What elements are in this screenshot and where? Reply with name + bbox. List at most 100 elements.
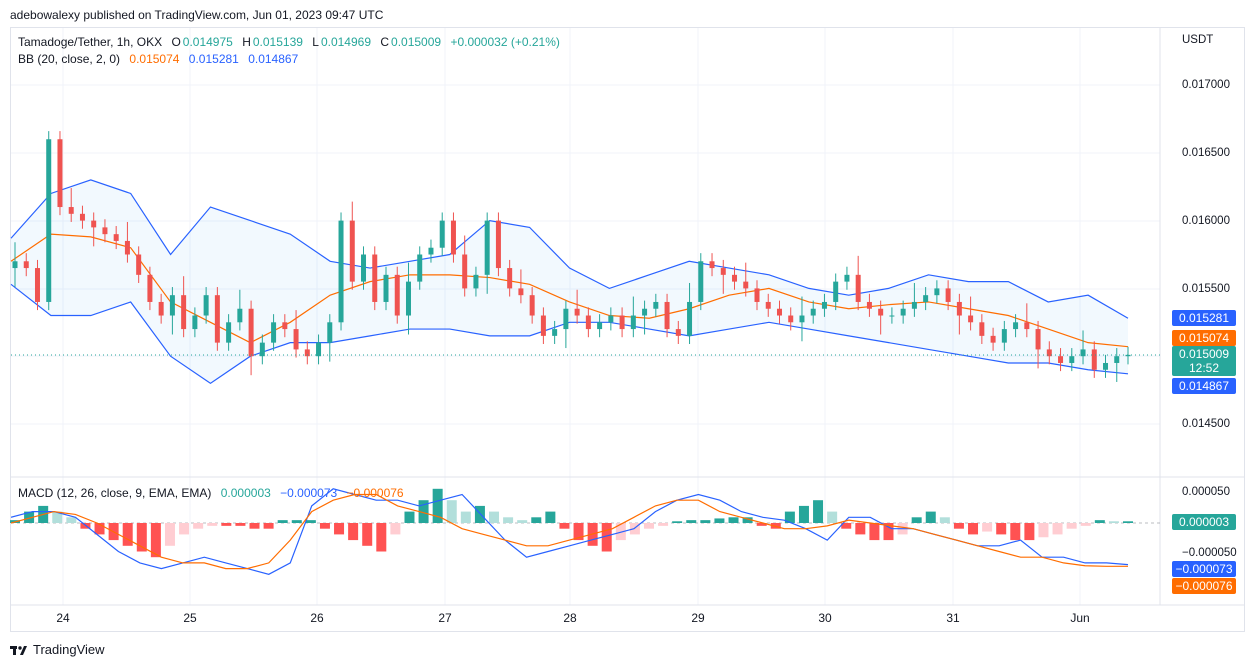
time-tick: Jun [1070, 611, 1090, 625]
candle-body [124, 240, 130, 255]
macd-histogram-bar [446, 500, 457, 523]
bb-label[interactable]: BB (20, close, 2, 0) [18, 52, 121, 66]
macd-histogram-bar [1066, 523, 1077, 529]
close-value: 0.015009 [391, 35, 442, 49]
macd-histogram-bar [883, 523, 894, 541]
macd-histogram-bar [136, 523, 147, 552]
bb-basis-tag: 0.015074 [1172, 330, 1236, 346]
price-tick: 0.016500 [1182, 147, 1230, 159]
candle-body [91, 220, 97, 228]
candle-body [68, 207, 74, 214]
candle-body [113, 234, 119, 241]
candle-body [1091, 349, 1097, 370]
price-tick: 0.014500 [1182, 418, 1230, 430]
candle-body [507, 268, 513, 289]
candle-body [574, 308, 580, 316]
candle-body [349, 220, 355, 282]
macd-histogram-bar [362, 523, 373, 546]
macd-histogram-bar [643, 523, 654, 529]
time-tick: 26 [310, 611, 324, 625]
macd-histogram-bar [66, 517, 77, 523]
macd-histogram-bar [277, 520, 288, 523]
candle-body [1001, 329, 1007, 343]
macd-histogram-bar [855, 523, 866, 535]
candle-body [462, 254, 468, 289]
macd-histogram-bar [404, 511, 415, 523]
candle-body [698, 261, 704, 302]
candle-body [552, 329, 558, 336]
symbol-legend: Tamadoge/Tether, 1h, OKX O 0.014975 H 0.01… [18, 35, 562, 49]
macd-histogram-bar [150, 523, 161, 558]
macd-histogram-bar [925, 511, 936, 523]
macd-histogram-bar [756, 523, 767, 526]
macd-histogram-bar [305, 520, 316, 523]
time-tick: 29 [691, 611, 705, 625]
macd-label[interactable]: MACD (12, 26, close, 9, EMA, EMA) [18, 486, 212, 500]
candle-body [1069, 356, 1075, 363]
candle-body [732, 274, 738, 282]
macd-tick: 0.000050 [1182, 486, 1230, 498]
chart-frame [10, 27, 1245, 632]
candle-body [394, 274, 400, 316]
candle-body [866, 301, 872, 309]
macd-histogram-bar [686, 520, 697, 523]
symbol-name[interactable]: Tamadoge/Tether, 1h, OKX [18, 35, 163, 49]
currency-label: USDT [1182, 34, 1214, 46]
price-tick: 0.016000 [1182, 215, 1230, 227]
candle-body [361, 254, 367, 282]
macd-histogram-bar [672, 521, 683, 523]
candle-body [630, 315, 636, 330]
candle-body [529, 295, 535, 316]
candle-body [495, 220, 501, 269]
candle-body [338, 220, 344, 323]
candle-body [653, 301, 659, 309]
macd-histogram-bar [376, 523, 387, 552]
candle-body [979, 322, 985, 336]
macd-histogram-bar [728, 517, 739, 523]
candle-body [147, 274, 153, 302]
bb-lower-value: 0.014867 [248, 52, 299, 66]
macd-signal-tag: −0.000076 [1172, 578, 1236, 594]
macd-histogram-bar [1038, 523, 1049, 538]
macd-histogram-bar [827, 511, 838, 523]
candle-body [136, 254, 142, 275]
candle-body [1035, 329, 1041, 350]
macd-histogram-bar [517, 520, 528, 523]
macd-histogram-bar [939, 517, 950, 523]
macd-histogram-bar [1108, 521, 1119, 523]
candle-body [900, 308, 906, 316]
macd-hist-tag: 0.000003 [1172, 514, 1236, 530]
macd-histogram-bar [996, 523, 1007, 535]
tradingview-footer[interactable]: TradingView [10, 642, 105, 657]
candle-body [608, 315, 614, 323]
macd-histogram-bar [52, 511, 63, 523]
macd-histogram-bar [841, 523, 852, 529]
candle-body [102, 227, 108, 235]
high-label: H [242, 35, 251, 49]
candle-body [821, 301, 827, 309]
macd-histogram-bar [263, 523, 274, 529]
open-value: 0.014975 [182, 35, 233, 49]
bb-upper-tag: 0.015281 [1172, 310, 1236, 326]
macd-histogram-bar [1080, 523, 1091, 526]
candle-body [383, 274, 389, 302]
macd-histogram-bar [319, 523, 330, 529]
candle-body [158, 301, 164, 316]
macd-line-value: −0.000073 [280, 486, 338, 500]
price-tick: 0.017000 [1182, 79, 1230, 91]
candle-body [540, 315, 546, 336]
macd-histogram-bar [235, 523, 246, 526]
candle-body [709, 261, 715, 269]
candle-body [923, 295, 929, 302]
macd-histogram-bar [221, 523, 232, 526]
tradingview-logo-icon [10, 645, 27, 655]
macd-histogram-bar [164, 523, 175, 546]
candle-body [889, 315, 895, 317]
candle-body [484, 220, 490, 275]
candle-body [765, 301, 771, 309]
time-tick: 25 [183, 611, 197, 625]
publisher-header: adebowalexy published on TradingView.com… [10, 8, 384, 22]
macd-histogram-bar [982, 523, 993, 532]
candle-body [226, 322, 232, 343]
